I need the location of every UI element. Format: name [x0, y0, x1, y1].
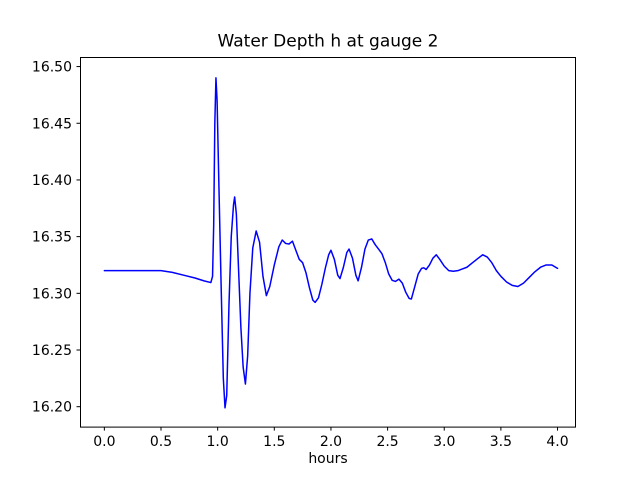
- y-tick-label: 16.35: [32, 230, 72, 246]
- y-tick-label: 16.30: [32, 286, 72, 302]
- x-tick-label: 0.5: [150, 434, 172, 450]
- x-tick-label: 2.5: [376, 434, 398, 450]
- x-tick-label: 0.0: [93, 434, 115, 450]
- y-tick-label: 16.25: [32, 343, 72, 359]
- x-tick-label: 3.0: [433, 434, 455, 450]
- y-tick-label: 16.50: [32, 60, 72, 76]
- x-tick-label: 4.0: [546, 434, 568, 450]
- y-tick-label: 16.45: [32, 116, 72, 132]
- y-tick-label: 16.40: [32, 173, 72, 189]
- x-tick-label: 1.0: [207, 434, 229, 450]
- water-depth-line: [103, 77, 559, 409]
- chart-title: Water Depth h at gauge 2: [218, 32, 439, 52]
- x-axis-ticks: 0.0 0.5 1.0 1.5 2.0 2.5 3.0 3.5 4.0: [93, 427, 569, 450]
- x-tick-label: 2.0: [320, 434, 342, 450]
- x-axis-label: hours: [308, 451, 347, 467]
- x-tick-label: 3.5: [490, 434, 512, 450]
- x-tick-label: 1.5: [263, 434, 285, 450]
- plot-frame: [80, 57, 576, 428]
- y-axis-ticks: 16.20 16.25 16.30 16.35 16.40 16.45 16.50: [32, 60, 80, 416]
- y-tick-label: 16.20: [32, 400, 72, 416]
